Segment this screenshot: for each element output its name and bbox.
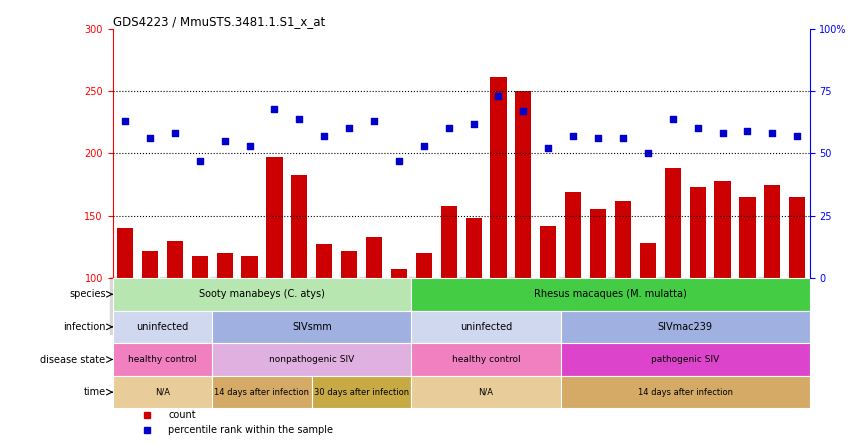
Bar <box>466 218 481 278</box>
Text: disease state: disease state <box>41 354 106 365</box>
Point <box>118 118 132 125</box>
Bar <box>291 174 307 278</box>
Bar <box>113 376 212 408</box>
Bar <box>316 244 333 278</box>
Text: Rhesus macaques (M. mulatta): Rhesus macaques (M. mulatta) <box>534 289 687 299</box>
Text: 14 days after infection: 14 days after infection <box>637 388 733 396</box>
Bar <box>242 256 257 278</box>
Bar <box>113 310 212 343</box>
Bar <box>565 192 581 278</box>
Point <box>641 150 655 157</box>
Bar <box>615 201 631 278</box>
Text: infection: infection <box>63 322 106 332</box>
Point <box>566 132 580 139</box>
Point <box>317 132 331 139</box>
Text: pathogenic SIV: pathogenic SIV <box>651 355 720 364</box>
Point <box>791 132 805 139</box>
Text: healthy control: healthy control <box>128 355 197 364</box>
Bar <box>561 343 810 376</box>
Text: species: species <box>69 289 106 299</box>
Point <box>492 92 506 99</box>
Point <box>467 120 481 127</box>
Bar <box>312 376 411 408</box>
Text: SIVmac239: SIVmac239 <box>657 322 713 332</box>
Bar <box>540 226 556 278</box>
Point <box>715 130 729 137</box>
Point <box>691 125 705 132</box>
Point <box>442 125 456 132</box>
Point <box>516 107 530 115</box>
Bar <box>341 250 357 278</box>
Bar <box>416 253 432 278</box>
Point <box>242 143 256 150</box>
Bar <box>515 91 532 278</box>
Bar <box>212 310 411 343</box>
Text: time: time <box>83 387 106 397</box>
Text: 30 days after infection: 30 days after infection <box>314 388 409 396</box>
Bar <box>765 185 780 278</box>
Point <box>217 137 231 144</box>
Bar <box>113 343 212 376</box>
Point <box>616 135 630 142</box>
Bar <box>142 250 158 278</box>
Text: uninfected: uninfected <box>136 322 189 332</box>
Bar <box>366 237 382 278</box>
Text: healthy control: healthy control <box>452 355 520 364</box>
Bar <box>561 310 810 343</box>
Point <box>392 157 406 164</box>
Point <box>591 135 605 142</box>
Point <box>168 130 182 137</box>
Bar <box>714 181 731 278</box>
Point <box>193 157 207 164</box>
Point <box>541 145 555 152</box>
Bar <box>267 157 282 278</box>
Bar <box>640 243 656 278</box>
Point <box>293 115 307 122</box>
Bar <box>590 210 606 278</box>
Bar <box>117 228 133 278</box>
Point <box>666 115 680 122</box>
Text: 14 days after infection: 14 days after infection <box>215 388 309 396</box>
Text: nonpathogenic SIV: nonpathogenic SIV <box>269 355 354 364</box>
Bar <box>740 197 755 278</box>
Bar <box>689 187 706 278</box>
Bar <box>411 343 560 376</box>
Bar <box>391 269 407 278</box>
Bar <box>216 253 233 278</box>
Text: N/A: N/A <box>479 388 494 396</box>
Text: Sooty manabeys (C. atys): Sooty manabeys (C. atys) <box>199 289 325 299</box>
Bar <box>191 256 208 278</box>
Text: uninfected: uninfected <box>460 322 512 332</box>
Bar <box>212 343 411 376</box>
Point <box>367 118 381 125</box>
Point <box>268 105 281 112</box>
Bar <box>789 197 805 278</box>
Point <box>740 127 754 135</box>
Bar <box>561 376 810 408</box>
Text: SIVsmm: SIVsmm <box>292 322 332 332</box>
Bar <box>490 77 507 278</box>
Bar <box>113 278 411 310</box>
Bar <box>212 376 312 408</box>
Point <box>417 143 430 150</box>
Text: percentile rank within the sample: percentile rank within the sample <box>168 425 333 435</box>
Point <box>766 130 779 137</box>
Text: GDS4223 / MmuSTS.3481.1.S1_x_at: GDS4223 / MmuSTS.3481.1.S1_x_at <box>113 15 325 28</box>
Bar <box>665 168 681 278</box>
Bar <box>411 278 810 310</box>
Text: count: count <box>168 410 196 420</box>
Bar <box>441 206 456 278</box>
Text: N/A: N/A <box>155 388 170 396</box>
Bar <box>167 241 183 278</box>
Point <box>143 135 157 142</box>
Bar <box>411 310 560 343</box>
Bar <box>411 376 560 408</box>
Point <box>342 125 356 132</box>
